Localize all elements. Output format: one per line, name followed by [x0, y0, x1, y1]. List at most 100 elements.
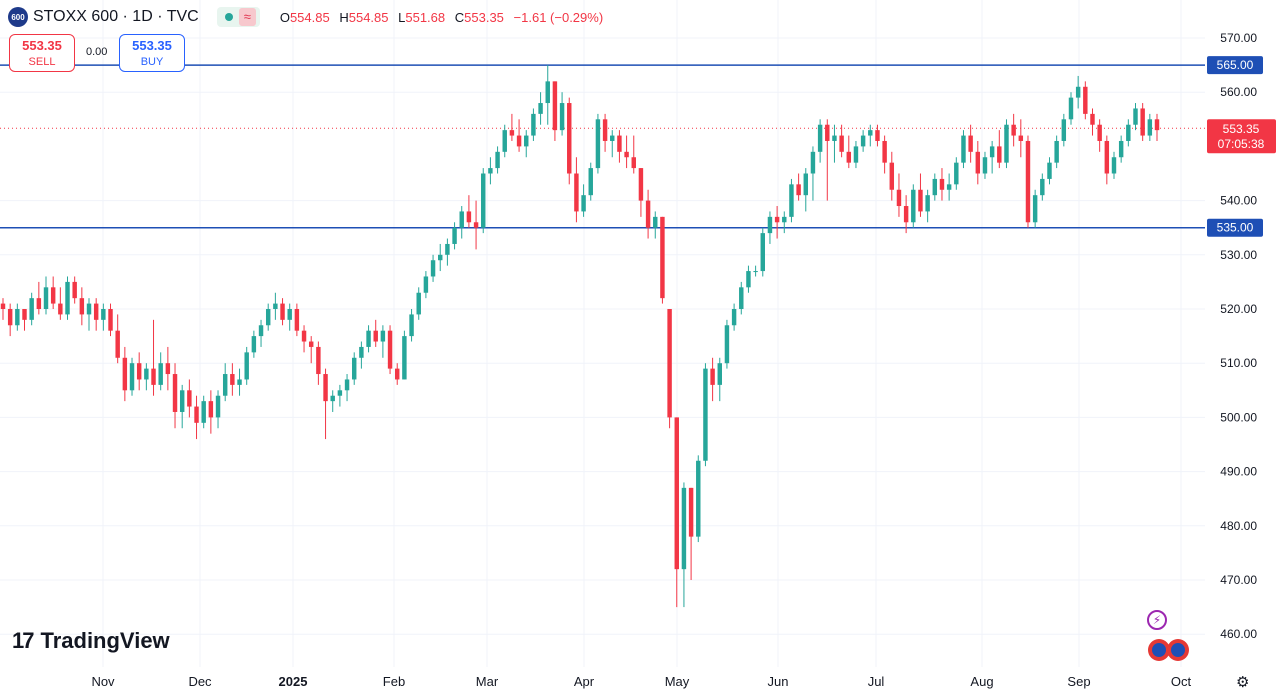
candle-body [717, 363, 722, 385]
candle-body [158, 363, 163, 385]
x-tick-label: Dec [188, 674, 212, 689]
ohlc-readout: O554.85 H554.85 L551.68 C553.35 −1.61 (−… [280, 10, 609, 25]
candle-body [645, 200, 651, 228]
candle-body [868, 130, 873, 136]
candle-body [244, 352, 249, 380]
candle-body [853, 146, 859, 163]
candle-body [1126, 124, 1131, 141]
candle-body [1133, 108, 1138, 125]
candle-body [810, 151, 816, 174]
high-value: 554.85 [348, 9, 389, 25]
candle-body [975, 151, 981, 174]
candle-body [215, 395, 221, 418]
candle-body [79, 298, 85, 315]
candle-body [402, 336, 407, 380]
candle-body [1097, 124, 1102, 141]
market-open-icon [224, 13, 233, 21]
flag-icon[interactable] [1167, 639, 1189, 661]
candle-body [997, 146, 1002, 163]
sell-button[interactable]: 553.35 SELL [9, 34, 75, 72]
candle-body [423, 276, 429, 293]
candle-body [373, 330, 378, 342]
candle-body [968, 135, 973, 152]
candle-body [395, 368, 400, 380]
candle-body [330, 395, 335, 402]
candle-body [301, 330, 307, 342]
logo-mark: 17 [12, 628, 35, 653]
symbol-badge[interactable]: 600 [8, 7, 28, 27]
low-value: 551.68 [405, 9, 446, 25]
candle-body [265, 309, 271, 326]
status-pills[interactable]: ≈ [216, 7, 260, 27]
candle-body [488, 168, 493, 174]
candle-body [1147, 119, 1153, 136]
candle-body [151, 368, 156, 385]
candle-body [667, 309, 672, 418]
buy-button[interactable]: 553.35 BUY [119, 34, 185, 72]
candle-body [387, 330, 393, 369]
x-tick-label: Oct [1171, 674, 1192, 689]
bolt-icon[interactable]: ⚡ [1147, 610, 1167, 630]
chart-header: 600 STOXX 600 · 1D · TVC ≈ O554.85 H554.… [8, 6, 609, 28]
candle-body [538, 103, 543, 114]
change-value: −1.61 (−0.29%) [513, 9, 604, 25]
candle-body [782, 216, 787, 223]
candle-body [1104, 140, 1110, 174]
y-tick-label: 560.00 [1220, 85, 1257, 99]
candle-body [366, 330, 371, 347]
candle-body [846, 151, 852, 163]
candle-body [524, 135, 529, 147]
y-tick-label: 510.00 [1220, 356, 1257, 370]
countdown-label: 07:05:38 [1218, 137, 1265, 151]
candle-body [696, 460, 701, 537]
candle-body [1011, 124, 1016, 136]
y-tick-label: 530.00 [1220, 248, 1257, 262]
chart-grid [0, 0, 1205, 667]
y-tick-label: 570.00 [1220, 31, 1257, 45]
candle-body [1154, 119, 1160, 131]
candle-body [939, 178, 945, 190]
candle-body [631, 157, 636, 169]
candles [0, 65, 1160, 608]
candle-body [481, 173, 486, 228]
x-tick-label: Mar [476, 674, 499, 689]
flag-icon[interactable] [1148, 639, 1170, 661]
candle-body [445, 243, 450, 255]
level-label: 535.00 [1217, 221, 1254, 235]
symbol-title[interactable]: STOXX 600 · 1D · TVC [33, 8, 199, 25]
candle-body [43, 287, 49, 309]
settings-icon[interactable]: ⚙ [1236, 674, 1250, 691]
candle-body [1018, 135, 1024, 141]
logo-text: TradingView [40, 628, 170, 653]
y-tick-label: 490.00 [1220, 465, 1257, 479]
candle-body [817, 124, 823, 152]
candle-body [1111, 157, 1117, 174]
x-tick-label: May [665, 674, 690, 689]
y-tick-label: 540.00 [1220, 194, 1257, 208]
candle-body [344, 379, 350, 391]
candle-body [796, 184, 801, 196]
candle-body [29, 298, 34, 320]
candle-body [925, 195, 930, 212]
candle-body [832, 135, 837, 141]
candle-body [50, 287, 56, 304]
x-tick-label: 2025 [279, 674, 308, 689]
candle-body [903, 206, 909, 223]
candle-body [258, 325, 264, 337]
x-tick-label: Nov [91, 674, 115, 689]
candle-body [889, 162, 895, 190]
candle-body [502, 130, 507, 152]
wave-icon[interactable]: ≈ [238, 8, 256, 26]
close-label: C [454, 9, 465, 25]
candle-body [201, 401, 206, 423]
candle-body [638, 168, 644, 201]
open-value: 554.85 [289, 9, 330, 25]
candle-body [681, 487, 687, 570]
candle-body [101, 309, 106, 320]
candle-body [767, 216, 773, 234]
candle-body [129, 363, 135, 391]
candle-body [653, 216, 658, 228]
candle-body [452, 227, 457, 244]
tradingview-logo[interactable]: 17 TradingView [12, 628, 170, 654]
